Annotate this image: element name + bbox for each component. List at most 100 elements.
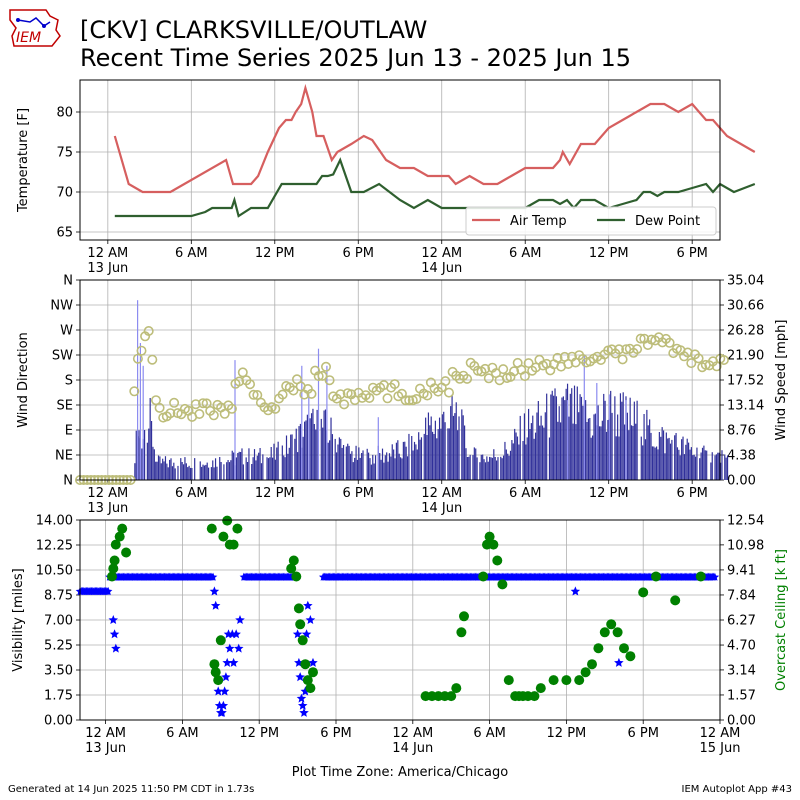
wind-speed-bar xyxy=(220,462,222,480)
wind-direction-point xyxy=(219,408,230,419)
visibility-point xyxy=(225,643,235,653)
iem-logo-text: IEM xyxy=(16,30,41,46)
x-tick-label: 12 AM xyxy=(421,246,462,261)
wind-speed-bar xyxy=(590,437,592,480)
wind-speed-bar xyxy=(490,457,492,480)
wind-speed-bar xyxy=(622,392,624,480)
x-tick-label: 12 AM xyxy=(421,486,462,501)
wind-speed-bar xyxy=(502,455,505,480)
wind-speed-bar xyxy=(594,413,596,480)
wind-speed-bar xyxy=(693,454,695,480)
wind-speed-bar xyxy=(548,437,551,480)
wind-speed-bar xyxy=(288,447,290,480)
wind-speed-bar xyxy=(305,420,307,480)
wind-direction-point xyxy=(509,366,520,377)
y-tick-label: 0.00 xyxy=(44,714,73,729)
wind-speed-bar xyxy=(626,412,628,480)
wind-direction-point xyxy=(154,402,165,413)
wind-speed-bar xyxy=(316,409,318,480)
wind-direction-point xyxy=(617,354,628,365)
wind-speed-bar xyxy=(395,442,398,480)
wind-speed-bar xyxy=(427,412,430,480)
wind-speed-bar xyxy=(685,444,687,480)
wind-speed-bar xyxy=(614,396,616,480)
wind-speed-bar xyxy=(664,453,666,480)
wind-speed-bar xyxy=(579,394,581,480)
wind-speed-bar xyxy=(440,428,442,480)
wind-speed-bar xyxy=(160,463,162,480)
wind-speed-bar xyxy=(530,423,532,480)
wind-speed-bar xyxy=(667,438,669,480)
wind-speed-bar xyxy=(564,400,566,480)
wind-speed-bar xyxy=(560,422,562,480)
ceiling-point xyxy=(695,571,706,582)
wind-speed-bar xyxy=(248,448,250,480)
wind-direction-point xyxy=(143,325,154,336)
wind-speed-bar xyxy=(507,453,509,480)
wind-speed-bar xyxy=(561,397,563,480)
y2-axis-label: Overcast Ceiling [k ft] xyxy=(774,549,789,691)
wind-speed-bar xyxy=(572,423,574,480)
wind-speed-bar xyxy=(436,438,438,480)
ceiling-point xyxy=(121,547,132,558)
wind-speed-bar xyxy=(252,457,254,480)
wind-speed-bar xyxy=(433,434,435,480)
wind-speed-bar xyxy=(653,446,655,480)
wind-speed-bar xyxy=(238,451,240,480)
wind-speed-bar xyxy=(366,448,368,480)
wind-speed-bar xyxy=(473,447,475,480)
ceiling-point xyxy=(651,571,661,582)
wind-speed-bar xyxy=(694,456,697,480)
wind-speed-bar xyxy=(501,458,503,480)
wind-speed-bar xyxy=(381,448,384,480)
visibility-point xyxy=(108,615,118,624)
wind-speed-bar xyxy=(464,425,466,480)
wind-direction-point xyxy=(288,385,299,396)
wind-speed-bar xyxy=(352,462,354,480)
ceiling-point xyxy=(114,531,125,542)
x-tick-label: 12 PM xyxy=(255,246,295,261)
wind-speed-bar xyxy=(465,448,467,480)
x-tick-sublabel: 14 Jun xyxy=(421,261,462,276)
wind-speed-bar xyxy=(656,446,658,480)
ceiling-point xyxy=(670,595,681,606)
y-tick-label: S xyxy=(65,374,73,389)
wind-speed-bar xyxy=(676,447,679,480)
wind-speed-bar xyxy=(322,427,324,480)
wind-speed-bar xyxy=(718,452,720,480)
visibility-point xyxy=(710,572,720,581)
wind-speed-bar xyxy=(726,455,729,480)
wind-speed-bar xyxy=(387,461,389,480)
wind-gust-bar xyxy=(596,383,598,480)
visibility-point xyxy=(298,700,308,710)
wind-speed-bar xyxy=(447,428,449,480)
wind-speed-bar xyxy=(585,400,587,480)
wind-speed-bar xyxy=(256,455,258,480)
wind-gust-bar xyxy=(308,394,310,480)
wind-speed-bar xyxy=(368,452,370,480)
wind-speed-bar xyxy=(580,396,583,480)
wind-speed-bar xyxy=(327,442,329,480)
wind-speed-bar xyxy=(516,436,519,480)
wind-speed-bar xyxy=(255,460,257,480)
wind-speed-bar xyxy=(483,459,485,480)
visibility-point xyxy=(208,572,218,581)
wind-gust-bar xyxy=(234,360,236,480)
wind-speed-bar xyxy=(402,441,404,480)
wind-speed-bar xyxy=(230,460,232,480)
wind-speed-bar xyxy=(354,457,356,480)
ceiling-point xyxy=(446,691,457,702)
wind-speed-bar xyxy=(272,457,274,480)
wind-speed-bar xyxy=(615,436,617,480)
wind-speed-bar xyxy=(539,425,541,480)
wind-speed-bar xyxy=(494,457,496,480)
wind-speed-bar xyxy=(348,445,350,480)
wind-speed-bar xyxy=(150,421,153,480)
wind-speed-bar xyxy=(679,455,681,480)
ceiling-point xyxy=(625,651,636,662)
visibility-point xyxy=(109,629,120,639)
wind-speed-bar xyxy=(285,435,288,480)
wind-speed-bar xyxy=(458,416,460,480)
wind-speed-bar xyxy=(457,430,459,480)
wind-speed-bar xyxy=(359,457,361,480)
